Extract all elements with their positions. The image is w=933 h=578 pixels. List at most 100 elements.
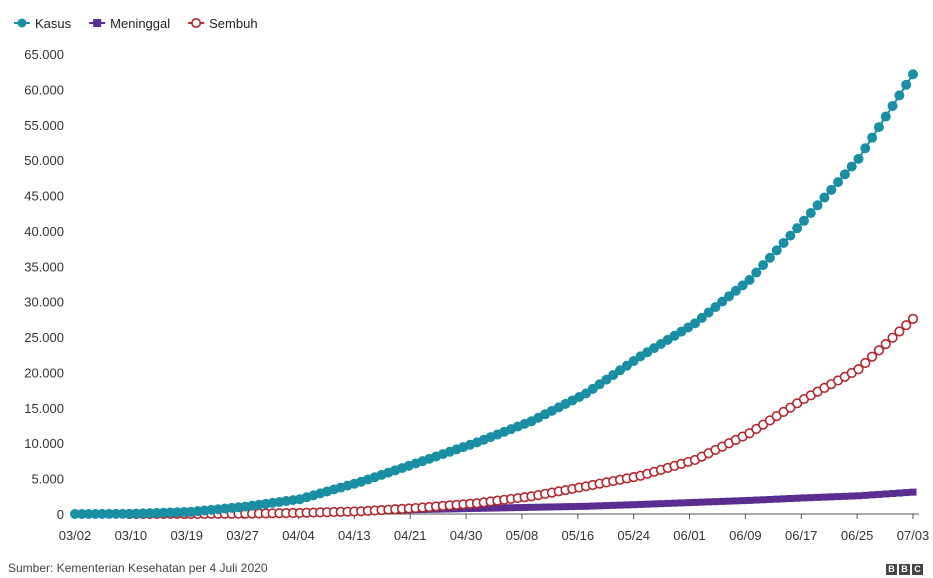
data-point <box>657 500 665 508</box>
data-point <box>894 90 905 101</box>
data-point <box>751 267 762 278</box>
data-point <box>848 492 856 500</box>
data-point <box>745 496 753 504</box>
series-kasus <box>70 69 918 519</box>
y-tick-label: 15.000 <box>24 401 64 416</box>
data-point <box>664 499 672 507</box>
data-point <box>643 500 651 508</box>
y-tick-label: 65.000 <box>24 47 64 62</box>
data-point <box>696 312 707 323</box>
data-point <box>780 495 788 503</box>
data-point <box>887 332 898 343</box>
data-point <box>582 502 590 510</box>
y-tick-label: 50.000 <box>24 153 64 168</box>
data-point <box>711 498 719 506</box>
data-point <box>807 494 815 502</box>
data-point <box>555 503 563 511</box>
data-point <box>487 504 495 512</box>
data-point <box>841 492 849 500</box>
data-point <box>785 230 796 241</box>
data-point <box>514 504 522 512</box>
legend: Kasus Meninggal Sembuh <box>14 16 258 31</box>
data-point <box>901 320 912 331</box>
x-tick-label: 04/13 <box>338 528 371 543</box>
data-point <box>677 499 685 507</box>
x-tick-label: 07/03 <box>897 528 930 543</box>
data-point <box>758 260 769 271</box>
plot-area <box>70 69 919 520</box>
source-note: Sumber: Kementerian Kesehatan per 4 Juli… <box>8 561 268 575</box>
data-point <box>798 215 809 226</box>
x-tick-label: 04/21 <box>394 528 427 543</box>
data-point <box>691 498 699 506</box>
data-point <box>853 153 864 164</box>
data-point <box>752 496 760 504</box>
data-point <box>766 495 774 503</box>
data-point <box>867 351 878 362</box>
data-point <box>724 291 735 302</box>
series-sembuh <box>124 313 919 520</box>
data-point <box>793 494 801 502</box>
data-point <box>805 208 816 219</box>
data-point <box>860 357 871 369</box>
data-point <box>548 503 556 511</box>
series-line <box>129 318 914 515</box>
x-tick-label: 03/27 <box>226 528 259 543</box>
y-tick-label: 40.000 <box>24 224 64 239</box>
x-tick-label: 03/10 <box>115 528 148 543</box>
data-point <box>480 504 488 512</box>
data-point <box>744 274 755 285</box>
data-point <box>616 501 624 509</box>
legend-label: Meninggal <box>110 16 170 31</box>
data-point <box>507 504 515 512</box>
data-point <box>500 504 508 512</box>
data-point <box>527 503 535 511</box>
data-point <box>814 493 822 501</box>
data-point <box>778 237 789 248</box>
data-point <box>630 501 638 509</box>
x-tick-label: 06/01 <box>673 528 706 543</box>
data-point <box>834 493 842 501</box>
x-tick-label: 03/19 <box>170 528 203 543</box>
data-point <box>636 500 644 508</box>
data-point <box>880 111 891 122</box>
data-point <box>493 504 501 512</box>
y-axis: 0 5.000 10.000 15.000 20.000 25.000 30.000 35.0… <box>24 47 64 522</box>
data-point <box>839 169 850 180</box>
data-point <box>827 493 835 501</box>
data-point <box>846 161 857 172</box>
data-point <box>901 79 912 90</box>
data-point <box>873 122 884 133</box>
data-point <box>875 490 883 498</box>
x-tick-label: 04/04 <box>282 528 315 543</box>
data-point <box>534 503 542 511</box>
data-point <box>725 497 733 505</box>
legend-item-sembuh: Sembuh <box>188 16 258 31</box>
data-point <box>819 192 830 203</box>
data-point <box>562 503 570 511</box>
data-point <box>730 285 741 296</box>
data-point <box>698 498 706 506</box>
data-point <box>907 313 919 325</box>
y-tick-label: 60.000 <box>24 82 64 97</box>
data-point <box>602 502 610 510</box>
x-tick-label: 06/09 <box>729 528 762 543</box>
x-tick-label: 05/16 <box>562 528 595 543</box>
data-point <box>792 223 803 234</box>
data-point <box>773 495 781 503</box>
data-point <box>705 498 713 506</box>
data-point <box>684 499 692 507</box>
data-point <box>860 143 871 154</box>
data-point <box>853 364 864 375</box>
data-point <box>902 489 910 497</box>
data-point <box>575 502 583 510</box>
data-point <box>820 493 828 501</box>
data-point <box>710 302 721 313</box>
y-tick-label: 25.000 <box>24 330 64 345</box>
x-tick-label: 06/17 <box>785 528 818 543</box>
data-point <box>771 245 782 256</box>
data-point <box>833 177 844 188</box>
data-point <box>873 345 885 356</box>
